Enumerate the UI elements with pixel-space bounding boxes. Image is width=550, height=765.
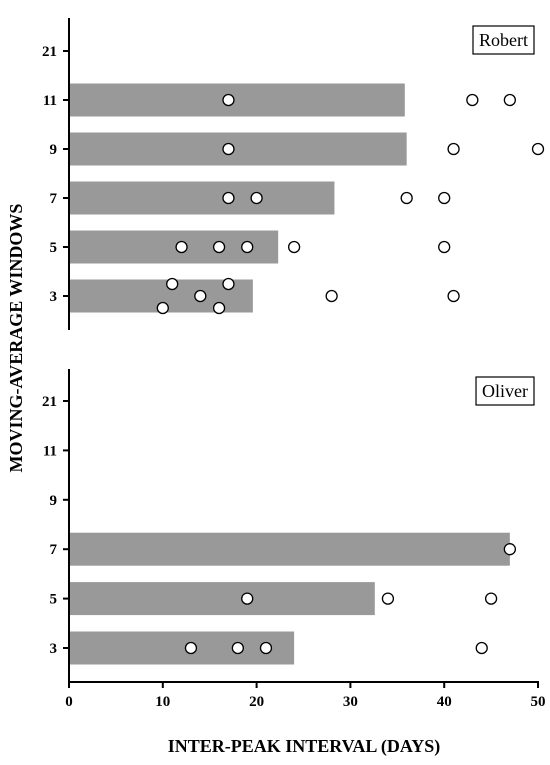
y-tick-label: 3 (50, 641, 58, 657)
panel-label-box (475, 376, 535, 406)
y-tick-label: 7 (50, 542, 58, 558)
data-point (503, 543, 517, 556)
data-point (381, 592, 395, 605)
x-tick-label: 10 (155, 694, 170, 710)
panel-robert: 21 11 9 7 5 3 Robert (42, 18, 545, 330)
panel-label: Robert (472, 25, 535, 55)
y-tick-label: 5 (50, 240, 58, 256)
data-point (231, 641, 244, 655)
data-point (475, 641, 488, 655)
bar-window-11 (70, 83, 405, 117)
y-tick-label: 21 (42, 44, 57, 60)
bar-window-7 (70, 181, 335, 215)
data-point (466, 93, 479, 107)
y-tick-label: 7 (50, 191, 58, 207)
data-point (447, 289, 460, 303)
y-tick-label: 9 (50, 493, 58, 509)
panel-label-box (472, 25, 535, 55)
y-tick-label: 3 (50, 289, 58, 305)
x-axis-title: INTER-PEAK INTERVAL (DAYS) (168, 736, 440, 757)
y-axis-title: MOVING-AVERAGE WINDOWS (6, 204, 26, 473)
chart-panels: 21 11 9 7 5 3 Robert 21 11 9 7 5 3 Oliver (42, 18, 545, 682)
y-tick-label: 11 (43, 443, 57, 459)
data-point (438, 240, 451, 254)
data-point (184, 641, 198, 655)
data-point (194, 289, 207, 303)
data-point (212, 240, 226, 254)
x-tick-label: 40 (437, 694, 452, 710)
data-point (400, 191, 413, 205)
data-point (325, 289, 338, 303)
data-point (222, 93, 235, 107)
data-point (156, 301, 169, 315)
bar-window-5 (70, 582, 375, 616)
y-tick-label: 21 (42, 394, 57, 410)
panel-oliver: 21 11 9 7 5 3 Oliver (42, 369, 535, 682)
y-tick-label: 9 (50, 142, 58, 158)
data-point (166, 277, 179, 291)
data-point (259, 641, 273, 655)
y-tick-label: 5 (50, 592, 58, 608)
bar-window-7 (70, 532, 510, 566)
x-tick-label: 30 (343, 694, 358, 710)
data-point (484, 592, 498, 605)
x-tick-label: 20 (249, 694, 264, 710)
y-tick-label: 11 (43, 93, 57, 109)
data-point (438, 191, 451, 205)
data-point (222, 191, 235, 205)
data-point (531, 142, 545, 156)
data-point (212, 301, 226, 315)
bar-window-3 (70, 631, 295, 665)
bar-window-9 (70, 132, 407, 166)
data-point (175, 240, 188, 254)
x-axis: 0 10 20 30 40 50 (65, 681, 546, 710)
x-tick-label: 0 (65, 694, 73, 710)
panel-label-text: Robert (479, 30, 528, 50)
data-point (241, 592, 254, 605)
panel-label-text: Oliver (482, 381, 528, 401)
panel-label: Oliver (475, 376, 535, 406)
data-point (503, 93, 517, 107)
data-point (250, 191, 263, 205)
x-tick-label: 50 (531, 694, 546, 710)
data-point (241, 240, 254, 254)
data-point (287, 240, 301, 254)
data-point (222, 142, 235, 156)
data-point (222, 277, 235, 291)
data-point (447, 142, 460, 156)
